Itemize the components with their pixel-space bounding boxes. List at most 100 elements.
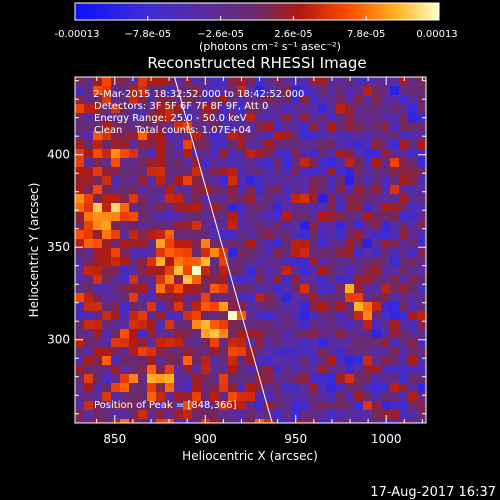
heatmap-cell: [390, 185, 399, 194]
heatmap-cell: [381, 95, 390, 104]
heatmap-cell: [390, 392, 399, 401]
heatmap-cell: [165, 113, 174, 122]
heatmap-cell: [138, 230, 147, 239]
heatmap-cell: [381, 239, 390, 248]
heatmap-cell: [300, 293, 309, 302]
heatmap-cell: [372, 140, 381, 149]
heatmap-cell: [219, 374, 228, 383]
heatmap-cell: [174, 356, 183, 365]
heatmap-cell: [345, 302, 354, 311]
heatmap-cell: [183, 140, 192, 149]
heatmap-cell: [201, 293, 210, 302]
heatmap-cell: [282, 374, 291, 383]
heatmap-cell: [102, 410, 111, 419]
heatmap-cell: [300, 320, 309, 329]
heatmap-cell: [228, 167, 237, 176]
heatmap-cell: [102, 275, 111, 284]
heatmap-cell: [318, 266, 327, 275]
heatmap-cell: [246, 266, 255, 275]
colorbar-tick-label: -0.00013: [55, 29, 100, 40]
heatmap-cell: [228, 257, 237, 266]
heatmap-cell: [237, 212, 246, 221]
heatmap-cell: [345, 212, 354, 221]
heatmap-cell: [327, 383, 336, 392]
heatmap-cell: [273, 320, 282, 329]
heatmap-cell: [399, 293, 408, 302]
heatmap-cell: [183, 122, 192, 131]
heatmap-cell: [381, 104, 390, 113]
heatmap-cell: [390, 356, 399, 365]
heatmap-cell: [192, 77, 201, 86]
heatmap-cell: [282, 410, 291, 419]
heatmap-cell: [300, 266, 309, 275]
heatmap-cell: [255, 167, 264, 176]
heatmap-cell: [111, 365, 120, 374]
heatmap-cell: [147, 356, 156, 365]
heatmap-cell: [273, 338, 282, 347]
heatmap-cell: [300, 185, 309, 194]
heatmap-cell: [75, 167, 84, 176]
heatmap-cell: [192, 113, 201, 122]
heatmap-cell: [228, 410, 237, 419]
heatmap-cell: [354, 419, 363, 423]
heatmap-cell: [210, 95, 219, 104]
heatmap-cell: [201, 365, 210, 374]
heatmap-cell: [417, 257, 426, 266]
heatmap-cell: [399, 266, 408, 275]
heatmap-cell: [300, 104, 309, 113]
heatmap-cell: [228, 104, 237, 113]
heatmap-cell: [399, 347, 408, 356]
heatmap-cell: [246, 104, 255, 113]
heatmap-cell: [372, 410, 381, 419]
heatmap-cell: [246, 86, 255, 95]
heatmap-cell: [219, 401, 228, 410]
heatmap-cell: [147, 140, 156, 149]
heatmap-cell: [327, 311, 336, 320]
heatmap-cell: [174, 401, 183, 410]
heatmap-cell: [282, 86, 291, 95]
heatmap-cell: [219, 131, 228, 140]
heatmap-cell: [84, 176, 93, 185]
heatmap-cell: [183, 275, 192, 284]
heatmap-cell: [363, 221, 372, 230]
heatmap-cell: [93, 248, 102, 257]
heatmap-cell: [381, 266, 390, 275]
heatmap-cell: [237, 77, 246, 86]
heatmap-cell: [300, 230, 309, 239]
heatmap-cell: [210, 302, 219, 311]
heatmap-cell: [372, 239, 381, 248]
heatmap-cell: [381, 383, 390, 392]
heatmap-cell: [390, 86, 399, 95]
heatmap-cell: [264, 86, 273, 95]
heatmap-cell: [417, 320, 426, 329]
heatmap-cell: [84, 374, 93, 383]
heatmap-cell: [399, 383, 408, 392]
heatmap-cell: [246, 401, 255, 410]
heatmap-cell: [237, 401, 246, 410]
heatmap-cell: [309, 131, 318, 140]
heatmap-cell: [354, 140, 363, 149]
heatmap-cell: [147, 122, 156, 131]
heatmap-cell: [264, 212, 273, 221]
heatmap-cell: [381, 320, 390, 329]
heatmap-cell: [183, 293, 192, 302]
heatmap-cell: [363, 365, 372, 374]
heatmap-cell: [147, 284, 156, 293]
heatmap-cell: [210, 329, 219, 338]
heatmap-cell: [120, 185, 129, 194]
heatmap-cell: [309, 356, 318, 365]
heatmap-cell: [183, 212, 192, 221]
heatmap-cell: [417, 293, 426, 302]
heatmap-cell: [363, 212, 372, 221]
heatmap-cell: [354, 347, 363, 356]
heatmap-cell: [84, 77, 93, 86]
heatmap-cell: [309, 329, 318, 338]
heatmap-cell: [255, 203, 264, 212]
heatmap-cell: [237, 302, 246, 311]
heatmap-cell: [372, 194, 381, 203]
heatmap-cell: [246, 212, 255, 221]
heatmap-cell: [327, 140, 336, 149]
heatmap-cell: [408, 194, 417, 203]
heatmap-cell: [129, 293, 138, 302]
heatmap-cell: [300, 194, 309, 203]
